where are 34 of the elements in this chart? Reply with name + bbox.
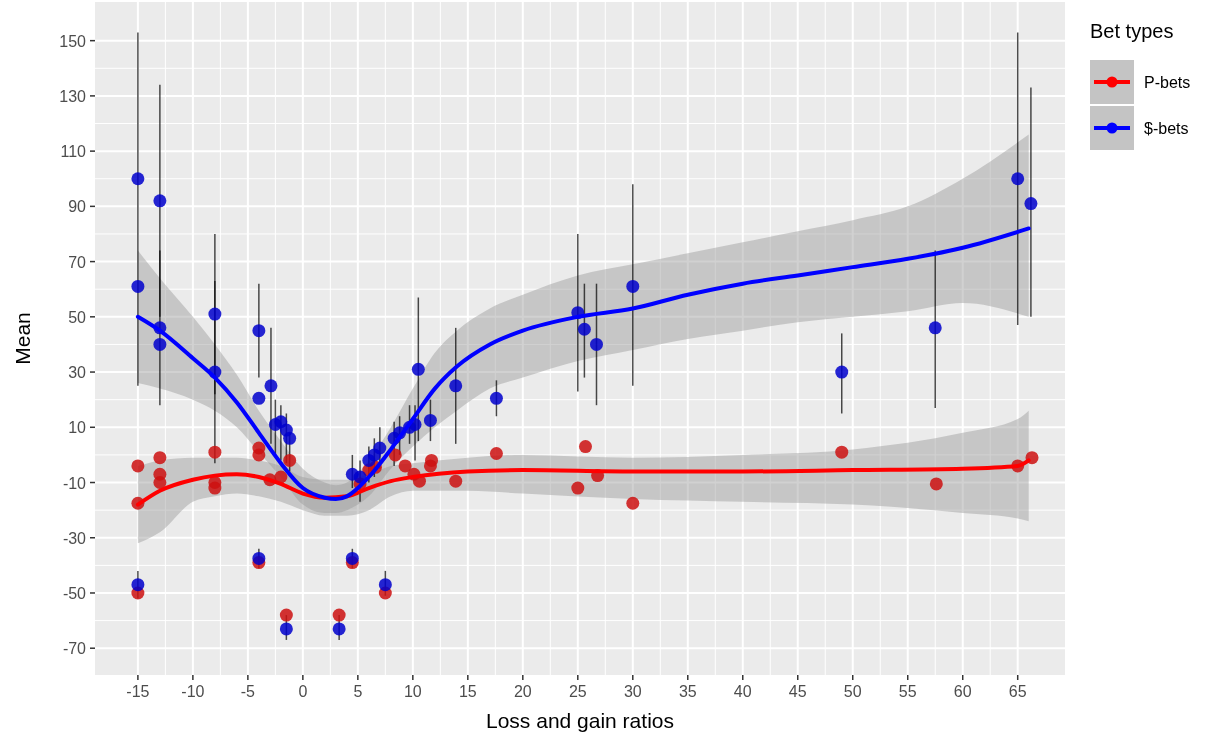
y-tick-label: 110: [60, 143, 87, 161]
x-tick-label: 40: [733, 683, 752, 700]
y-tick-label: -10: [62, 474, 87, 492]
legend-label: P-bets: [1144, 74, 1191, 91]
legend-label: $-bets: [1144, 120, 1189, 137]
y-tick-label: 150: [59, 32, 87, 50]
y-axis-title: Mean: [11, 312, 34, 365]
y-tick-label: 130: [59, 87, 87, 105]
x-axis-title: Loss and gain ratios: [486, 709, 674, 732]
x-tick-label: 30: [623, 683, 642, 700]
y-tick-label: 50: [68, 308, 87, 326]
x-tick-label: 0: [298, 683, 308, 700]
x-tick-label: 55: [898, 683, 917, 700]
y-tick-label: 90: [68, 198, 87, 216]
x-tick-label: -5: [240, 683, 256, 700]
y-tick-label: -30: [62, 529, 87, 547]
x-tick-label: 50: [843, 683, 862, 700]
y-tick-label: 30: [68, 364, 87, 382]
x-tick-label: 15: [458, 683, 477, 700]
x-tick-label: 10: [403, 683, 422, 700]
x-tick-label: 65: [1008, 683, 1027, 700]
legend-title: Bet types: [1090, 20, 1174, 42]
x-tick-label: -15: [126, 683, 150, 700]
x-tick-label: 60: [953, 683, 972, 700]
x-tick-label: 5: [353, 683, 363, 700]
x-tick-label: 25: [568, 683, 587, 700]
x-tick-label: -10: [181, 683, 205, 700]
y-tick-label: -50: [62, 584, 87, 602]
x-tick-label: 20: [513, 683, 532, 700]
x-tick-label: 35: [678, 683, 697, 700]
y-tick-label: 70: [68, 253, 87, 271]
x-tick-label: 45: [788, 683, 807, 700]
y-tick-label: -70: [62, 640, 87, 658]
y-tick-label: 10: [68, 419, 87, 437]
